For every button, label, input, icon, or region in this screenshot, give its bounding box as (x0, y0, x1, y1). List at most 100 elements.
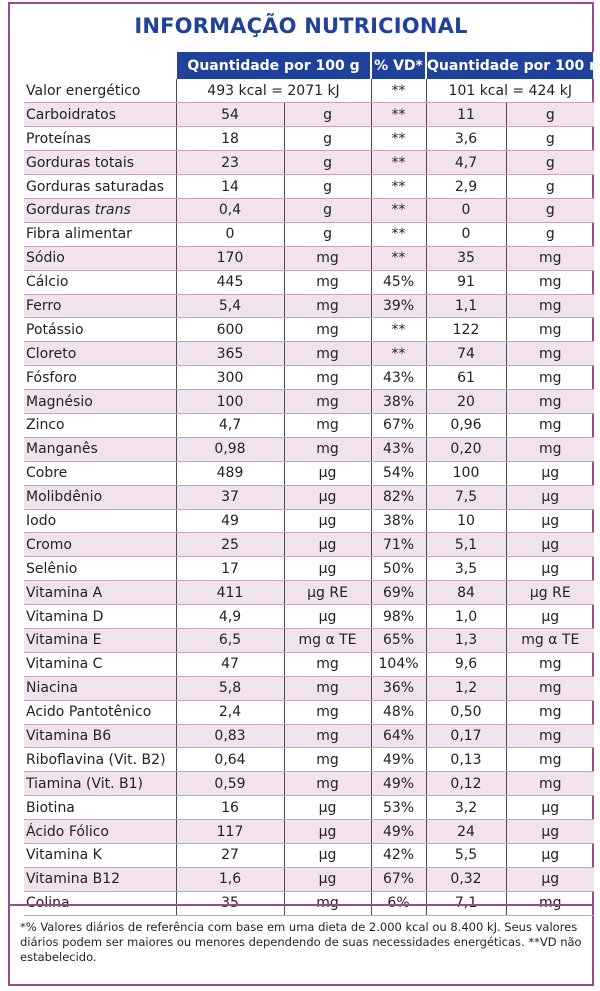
nutrient-name: Fósforo (24, 365, 177, 391)
value-per-100g: 4,7 (176, 413, 285, 438)
unit-per-100ml: mg (506, 771, 595, 797)
unit-per-100ml: g (506, 174, 595, 199)
value-per-100ml: 0,32 (426, 867, 507, 892)
value-per-100ml: 74 (426, 341, 507, 367)
nutrient-name: Gorduras totais (24, 150, 177, 176)
vd-percent: ** (371, 126, 427, 152)
unit-per-100ml: g (506, 102, 595, 128)
value-per-100ml: 0,17 (426, 724, 507, 749)
nutrient-name: Gorduras saturadas (24, 174, 177, 199)
header-vd: % VD* (371, 52, 428, 79)
value-per-100g: 493 kcal = 2071 kJ (176, 79, 372, 104)
nutrient-name-text: Sódio (26, 250, 65, 267)
unit-per-100ml: µg (506, 532, 595, 558)
nutrient-name-text: Zinco (26, 417, 65, 434)
table-row: Vitamina B6 0,83 mg 64% 0,17 mg (24, 724, 595, 749)
table-row: Riboflavina (Vit. B2) 0,64 mg 49% 0,13 mg (24, 747, 595, 773)
value-per-100g: 25 (176, 532, 285, 558)
value-per-100g: 0,83 (176, 724, 285, 749)
nutrient-name-text: Colina (26, 895, 70, 912)
nutrient-name: Molibdênio (24, 485, 177, 510)
nutrient-name-text: Vitamina B6 (26, 727, 112, 744)
vd-percent: 48% (371, 700, 427, 725)
vd-percent: ** (371, 246, 427, 271)
unit-per-100ml: mg α TE (506, 628, 595, 653)
nutrient-name-text: Carboidratos (26, 106, 117, 123)
nutrient-name: Iodo (24, 509, 177, 534)
unit-per-100g: mg (284, 437, 372, 462)
nutrition-table: Quantidade por 100 g % VD* Quantidade po… (24, 52, 600, 916)
value-per-100g: 16 (176, 795, 285, 821)
unit-per-100g: g (284, 150, 372, 176)
nutrient-name: Cálcio (24, 270, 177, 295)
nutrient-name: Carboidratos (24, 102, 177, 128)
value-per-100ml: 61 (426, 365, 507, 391)
value-per-100ml: 0 (426, 198, 507, 223)
unit-per-100g: µg (284, 843, 372, 868)
nutrient-name-text: Fósforo (26, 369, 77, 386)
nutrient-name-text: Riboflavina (Vit. B2) (26, 751, 166, 768)
nutrient-name: Vitamina B6 (24, 724, 177, 749)
table-row: Acido Pantotênico 2,4 mg 48% 0,50 mg (24, 700, 595, 725)
value-per-100g: 4,9 (176, 604, 285, 629)
unit-per-100g: µg RE (284, 580, 372, 606)
vd-percent: 43% (371, 437, 427, 462)
unit-per-100ml: mg (506, 747, 595, 773)
value-per-100g: 0,64 (176, 747, 285, 773)
vd-percent: 69% (371, 580, 427, 606)
unit-per-100g: µg (284, 532, 372, 558)
nutrient-name: Potássio (24, 317, 177, 343)
nutrient-name-text: Vitamina B12 (26, 871, 121, 888)
unit-per-100ml: mg (506, 246, 595, 271)
vd-percent: ** (371, 317, 427, 343)
unit-per-100g: mg (284, 246, 372, 271)
nutrient-name: Magnésio (24, 389, 177, 414)
table-row: Vitamina B12 1,6 µg 67% 0,32 µg (24, 867, 595, 892)
table-row: Vitamina A 411 µg RE 69% 84 µg RE (24, 580, 595, 606)
vd-percent: 39% (371, 294, 427, 319)
nutrient-name-text: Niacina (26, 680, 78, 697)
table-row: Vitamina K 27 µg 42% 5,5 µg (24, 843, 595, 868)
nutrient-name: Cobre (24, 461, 177, 486)
value-per-100g: 0,98 (176, 437, 285, 462)
value-per-100g: 1,6 (176, 867, 285, 892)
table-row: Zinco 4,7 mg 67% 0,96 mg (24, 413, 595, 438)
table-row: Cromo 25 µg 71% 5,1 µg (24, 532, 595, 558)
nutrient-name-text: Potássio (26, 321, 84, 338)
nutrient-name-text: Fibra alimentar (26, 226, 132, 243)
nutrient-name: Vitamina A (24, 580, 177, 606)
nutrient-name: Niacina (24, 676, 177, 701)
nutrient-name-text: Gorduras totais (26, 154, 135, 171)
value-per-100g: 0 (176, 222, 285, 247)
table-row: Potássio 600 mg ** 122 mg (24, 317, 595, 343)
nutrient-name: Vitamina E (24, 628, 177, 653)
table-row: Fósforo 300 mg 43% 61 mg (24, 365, 595, 391)
vd-percent: ** (371, 150, 427, 176)
unit-per-100ml: g (506, 150, 595, 176)
footnote: *% Valores diários de referência com bas… (10, 904, 592, 984)
nutrient-name-italic: trans (94, 202, 131, 219)
unit-per-100g: µg (284, 867, 372, 892)
value-per-100ml: 3,2 (426, 795, 507, 821)
table-row: Iodo 49 µg 38% 10 µg (24, 509, 595, 534)
nutrient-name-text: Cromo (26, 536, 72, 553)
vd-percent: 71% (371, 532, 427, 558)
nutrient-name-text: Cálcio (26, 274, 69, 291)
header-per-100g: Quantidade por 100 g (176, 52, 373, 79)
vd-percent: ** (371, 198, 427, 223)
unit-per-100ml: mg (506, 317, 595, 343)
value-per-100g: 445 (176, 270, 285, 295)
nutrient-name-text: Valor energético (26, 82, 141, 99)
label-title: INFORMAÇÃO NUTRICIONAL (134, 14, 468, 38)
value-per-100ml: 5,5 (426, 843, 507, 868)
value-per-100g: 5,8 (176, 676, 285, 701)
value-per-100g: 5,4 (176, 294, 285, 319)
unit-per-100ml: µg (506, 819, 595, 844)
value-per-100g: 49 (176, 509, 285, 534)
vd-percent: 98% (371, 604, 427, 629)
value-per-100g: 365 (176, 341, 285, 367)
unit-per-100g: µg (284, 604, 372, 629)
unit-per-100ml: µg (506, 509, 595, 534)
nutrient-name: Sódio (24, 246, 177, 271)
unit-per-100ml: µg (506, 485, 595, 510)
